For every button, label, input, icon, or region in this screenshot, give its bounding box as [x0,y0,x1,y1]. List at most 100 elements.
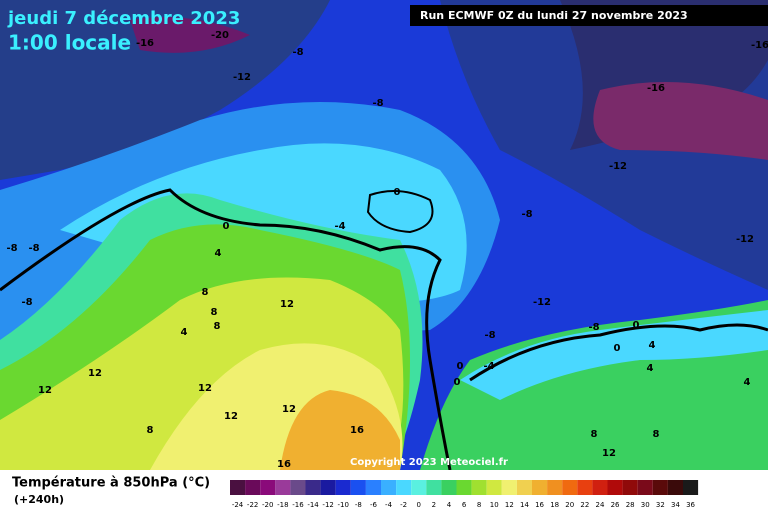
legend-swatch [305,480,321,495]
contour-label: 8 [591,429,598,440]
contour-label: 12 [88,368,102,379]
contour-label: 16 [277,459,291,470]
legend-label: 14 [520,501,529,509]
legend-label: 36 [686,501,695,509]
contour-label: -16 [136,38,154,49]
date: jeudi 7 décembre 2023 [7,8,240,29]
contour-label: 12 [282,404,296,415]
contour-label: -4 [483,361,494,372]
region-purple [593,82,768,160]
run-box [410,5,768,26]
contour-label: -12 [609,161,627,172]
contour-label: 0 [394,187,401,198]
lead-time: (+240h) [14,493,64,506]
legend-label: 16 [535,501,544,509]
legend-label: 32 [656,501,665,509]
contour-label: 12 [38,385,52,396]
contour-label: 8 [653,429,660,440]
contour-label: 0 [454,377,461,388]
contour-label: 8 [211,307,218,318]
contour-label: 0 [223,221,230,232]
legend-swatch [622,480,638,495]
legend-swatch [501,480,517,495]
legend-label: 0 [417,501,421,509]
legend-swatch [667,480,683,495]
legend-swatch [275,480,291,495]
legend-swatch [607,480,623,495]
legend-label: -12 [322,501,333,509]
legend-swatch [652,480,668,495]
legend-swatch [411,480,427,495]
contour-label: 8 [202,287,209,298]
contour-label: 0 [633,320,640,331]
legend-swatch [350,480,366,495]
legend-label: -6 [370,501,378,509]
legend-label: 34 [671,501,680,509]
contour-label: 12 [280,299,294,310]
legend-swatch [290,480,306,495]
legend-label: 22 [580,501,589,509]
contour-label: -8 [521,209,532,220]
legend-label: -20 [262,501,273,509]
contour-label: -16 [647,83,665,94]
legend-label: -16 [292,501,304,509]
contour-label: -8 [292,47,303,58]
run-info: Run ECMWF 0Z du lundi 27 novembre 2023 [420,9,688,22]
contour-label: 8 [214,321,221,332]
legend-label: 20 [565,501,574,509]
legend-swatch [532,480,548,495]
legend-swatch [426,480,442,495]
legend-label: 10 [490,501,499,509]
legend-label: -4 [385,501,393,509]
region-purple [130,17,250,53]
legend-label: 2 [432,501,436,509]
legend-swatch [396,480,412,495]
contour-label: 4 [181,327,188,338]
contour-label: -8 [28,243,39,254]
zero-isotherm [0,188,452,471]
legend-swatch [365,480,381,495]
contour-label: -8 [372,98,383,109]
contour-label: -12 [233,72,251,83]
time: 1:00 locale [8,31,131,55]
legend-swatch [577,480,593,495]
contour-label: 4 [744,377,751,388]
copyright: Copyright 2023 Meteociel.fr [350,457,508,468]
legend-label: 28 [626,501,635,509]
legend-swatch [260,480,276,495]
legend-swatch [230,480,246,495]
legend-label: -24 [232,501,244,509]
region-orange [280,390,400,470]
contour-label: -8 [588,322,599,333]
contour-label: 8 [147,425,154,436]
contour-label: -4 [334,221,345,232]
region-cyan [460,310,768,400]
contour-label: -20 [211,30,229,41]
legend-label: 8 [477,501,481,509]
legend-swatch [471,480,487,495]
contour-label: 0 [614,343,621,354]
legend-title: Température à 850hPa (°C) [12,476,210,491]
legend-label: -14 [307,501,319,509]
contour-label: -12 [533,297,551,308]
contour-label: 12 [198,383,212,394]
legend-swatch [335,480,351,495]
legend-label: -2 [400,501,407,509]
legend-swatch [547,480,563,495]
legend-label: 6 [462,501,467,509]
legend-label: 18 [550,501,559,509]
legend-label: 4 [447,501,452,509]
contour-label: 4 [647,363,654,374]
contour-label: 12 [602,448,616,459]
legend-label: 26 [611,501,620,509]
contour-label: -8 [21,297,32,308]
contour-label: 12 [224,411,238,422]
legend-label: -8 [355,501,362,509]
contour-label: -16 [751,40,768,51]
island [366,190,434,234]
legend-label: -18 [277,501,288,509]
region-dark [0,0,330,180]
contour-label: 4 [215,248,222,259]
legend-swatch [245,480,261,495]
legend-label: 24 [595,501,604,509]
